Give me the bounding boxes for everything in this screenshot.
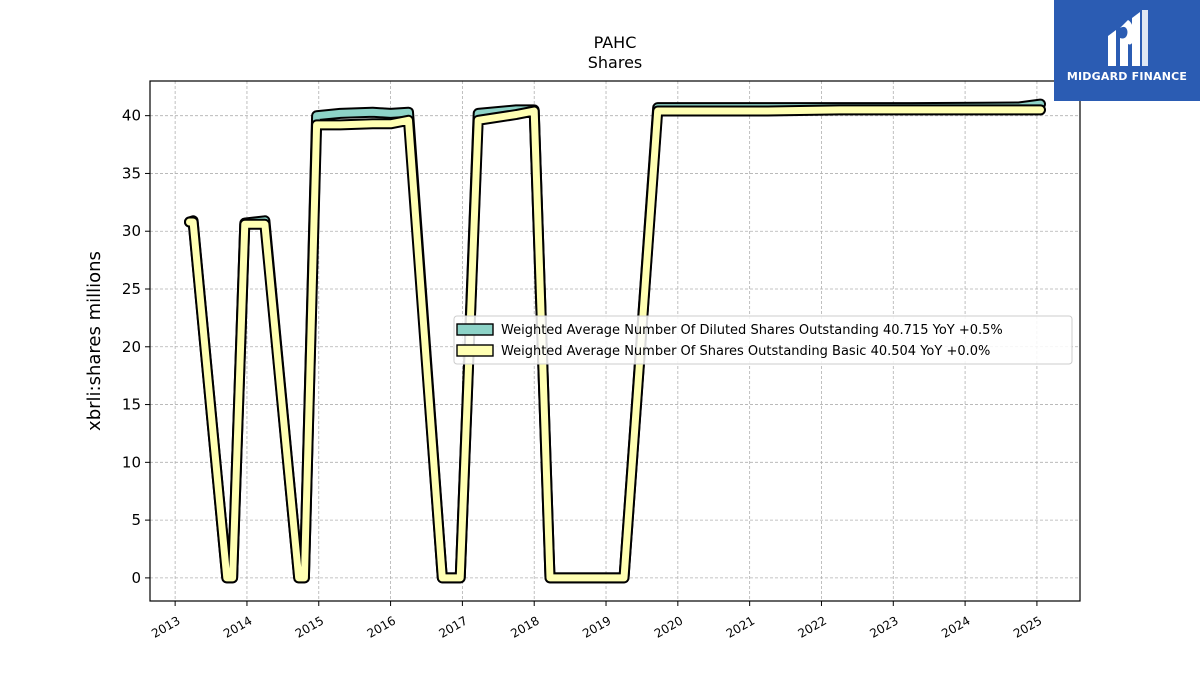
legend-swatch: [456, 344, 494, 357]
y-tick-label: 20: [122, 338, 141, 356]
x-tick-label: 2021: [724, 613, 757, 640]
logo-icon: [1108, 10, 1148, 66]
x-tick-label: 2022: [796, 613, 829, 640]
series-1-line: [186, 106, 1044, 582]
x-tick-label: 2025: [1011, 613, 1044, 640]
y-tick-label: 35: [122, 164, 141, 182]
x-tick-label: 2017: [436, 613, 469, 640]
x-tick-label: 2018: [508, 613, 541, 640]
legend: Weighted Average Number Of Diluted Share…: [453, 315, 1073, 365]
y-tick-label: 0: [131, 569, 141, 587]
x-tick-label: 2015: [293, 613, 326, 640]
y-tick-label: 30: [122, 222, 141, 240]
x-tick-label: 2024: [939, 613, 972, 640]
x-tick-label: 2023: [867, 613, 900, 640]
x-tick-label: 2014: [221, 613, 254, 640]
midgard-finance-logo: MIDGARD FINANCE: [1054, 0, 1200, 101]
x-tick-label: 2019: [580, 613, 613, 640]
y-tick-label: 5: [131, 511, 141, 529]
series-areas: [184, 98, 1046, 584]
legend-swatch: [456, 323, 494, 336]
chart-subtitle: Shares: [588, 53, 643, 72]
x-tick-label: 2016: [365, 613, 398, 640]
logo-text: MIDGARD FINANCE: [1066, 70, 1188, 83]
plot-frame: [149, 80, 1081, 602]
y-axis-label: xbrli:shares millions: [84, 251, 105, 431]
legend-box: [453, 315, 1073, 365]
y-tick-label: 25: [122, 280, 141, 298]
x-tick-label: 2013: [149, 613, 182, 640]
y-tick-label: 10: [122, 453, 141, 471]
y-tick-label: 15: [122, 396, 141, 414]
chart-title: PAHC: [594, 33, 637, 52]
legend-label: Weighted Average Number Of Diluted Share…: [501, 323, 1003, 338]
x-tick-label: 2020: [652, 613, 685, 640]
y-tick-label: 40: [122, 107, 141, 125]
legend-label: Weighted Average Number Of Shares Outsta…: [501, 344, 990, 359]
